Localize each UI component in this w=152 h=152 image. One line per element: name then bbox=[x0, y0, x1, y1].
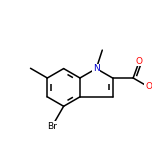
Text: Br: Br bbox=[47, 122, 57, 131]
Text: O: O bbox=[136, 57, 143, 66]
Text: O: O bbox=[145, 82, 152, 91]
Text: N: N bbox=[93, 64, 100, 73]
